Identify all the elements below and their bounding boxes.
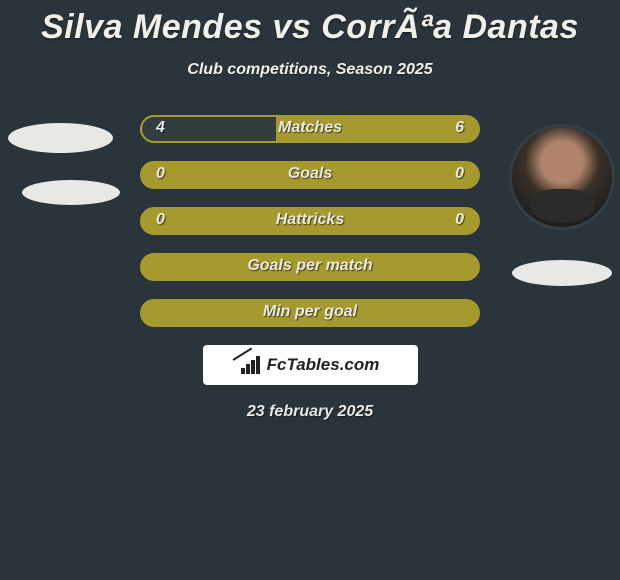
bar-chart-icon [241,356,263,374]
stat-row: Goals per match [140,253,480,281]
stat-label: Hattricks [142,211,478,229]
stat-label: Goals [142,165,478,183]
avatar-left-shadow-2 [22,180,120,205]
logo-text: FcTables.com [267,355,380,375]
logo-box[interactable]: FcTables.com [203,345,418,385]
stat-row: Matches4 6 [140,115,480,143]
stat-value-left: 4 [156,119,165,137]
stat-value-right: 0 [455,211,464,229]
page-title: Silva Mendes vs CorrÃªa Dantas [0,0,620,47]
stat-label: Matches [142,119,478,137]
stat-label: Goals per match [142,257,478,275]
avatar-right [512,127,612,227]
avatar-right-shadow [512,260,612,286]
stat-row: Goals0 0 [140,161,480,189]
stat-value-right: 0 [455,165,464,183]
stat-value-left: 0 [156,165,165,183]
date-label: 23 february 2025 [0,403,620,421]
stat-label: Min per goal [142,303,478,321]
subtitle: Club competitions, Season 2025 [0,61,620,79]
stats-bars: Matches46Goals00Hattricks00Goals per mat… [140,115,480,327]
comparison-card: Silva Mendes vs CorrÃªa Dantas Club comp… [0,0,620,450]
stat-value-left: 0 [156,211,165,229]
stat-row: Min per goal [140,299,480,327]
avatar-left-shadow-1 [8,123,113,153]
stat-value-right: 6 [455,119,464,137]
content-area: Matches46Goals00Hattricks00Goals per mat… [0,115,620,421]
stat-row: Hattricks0 0 [140,207,480,235]
